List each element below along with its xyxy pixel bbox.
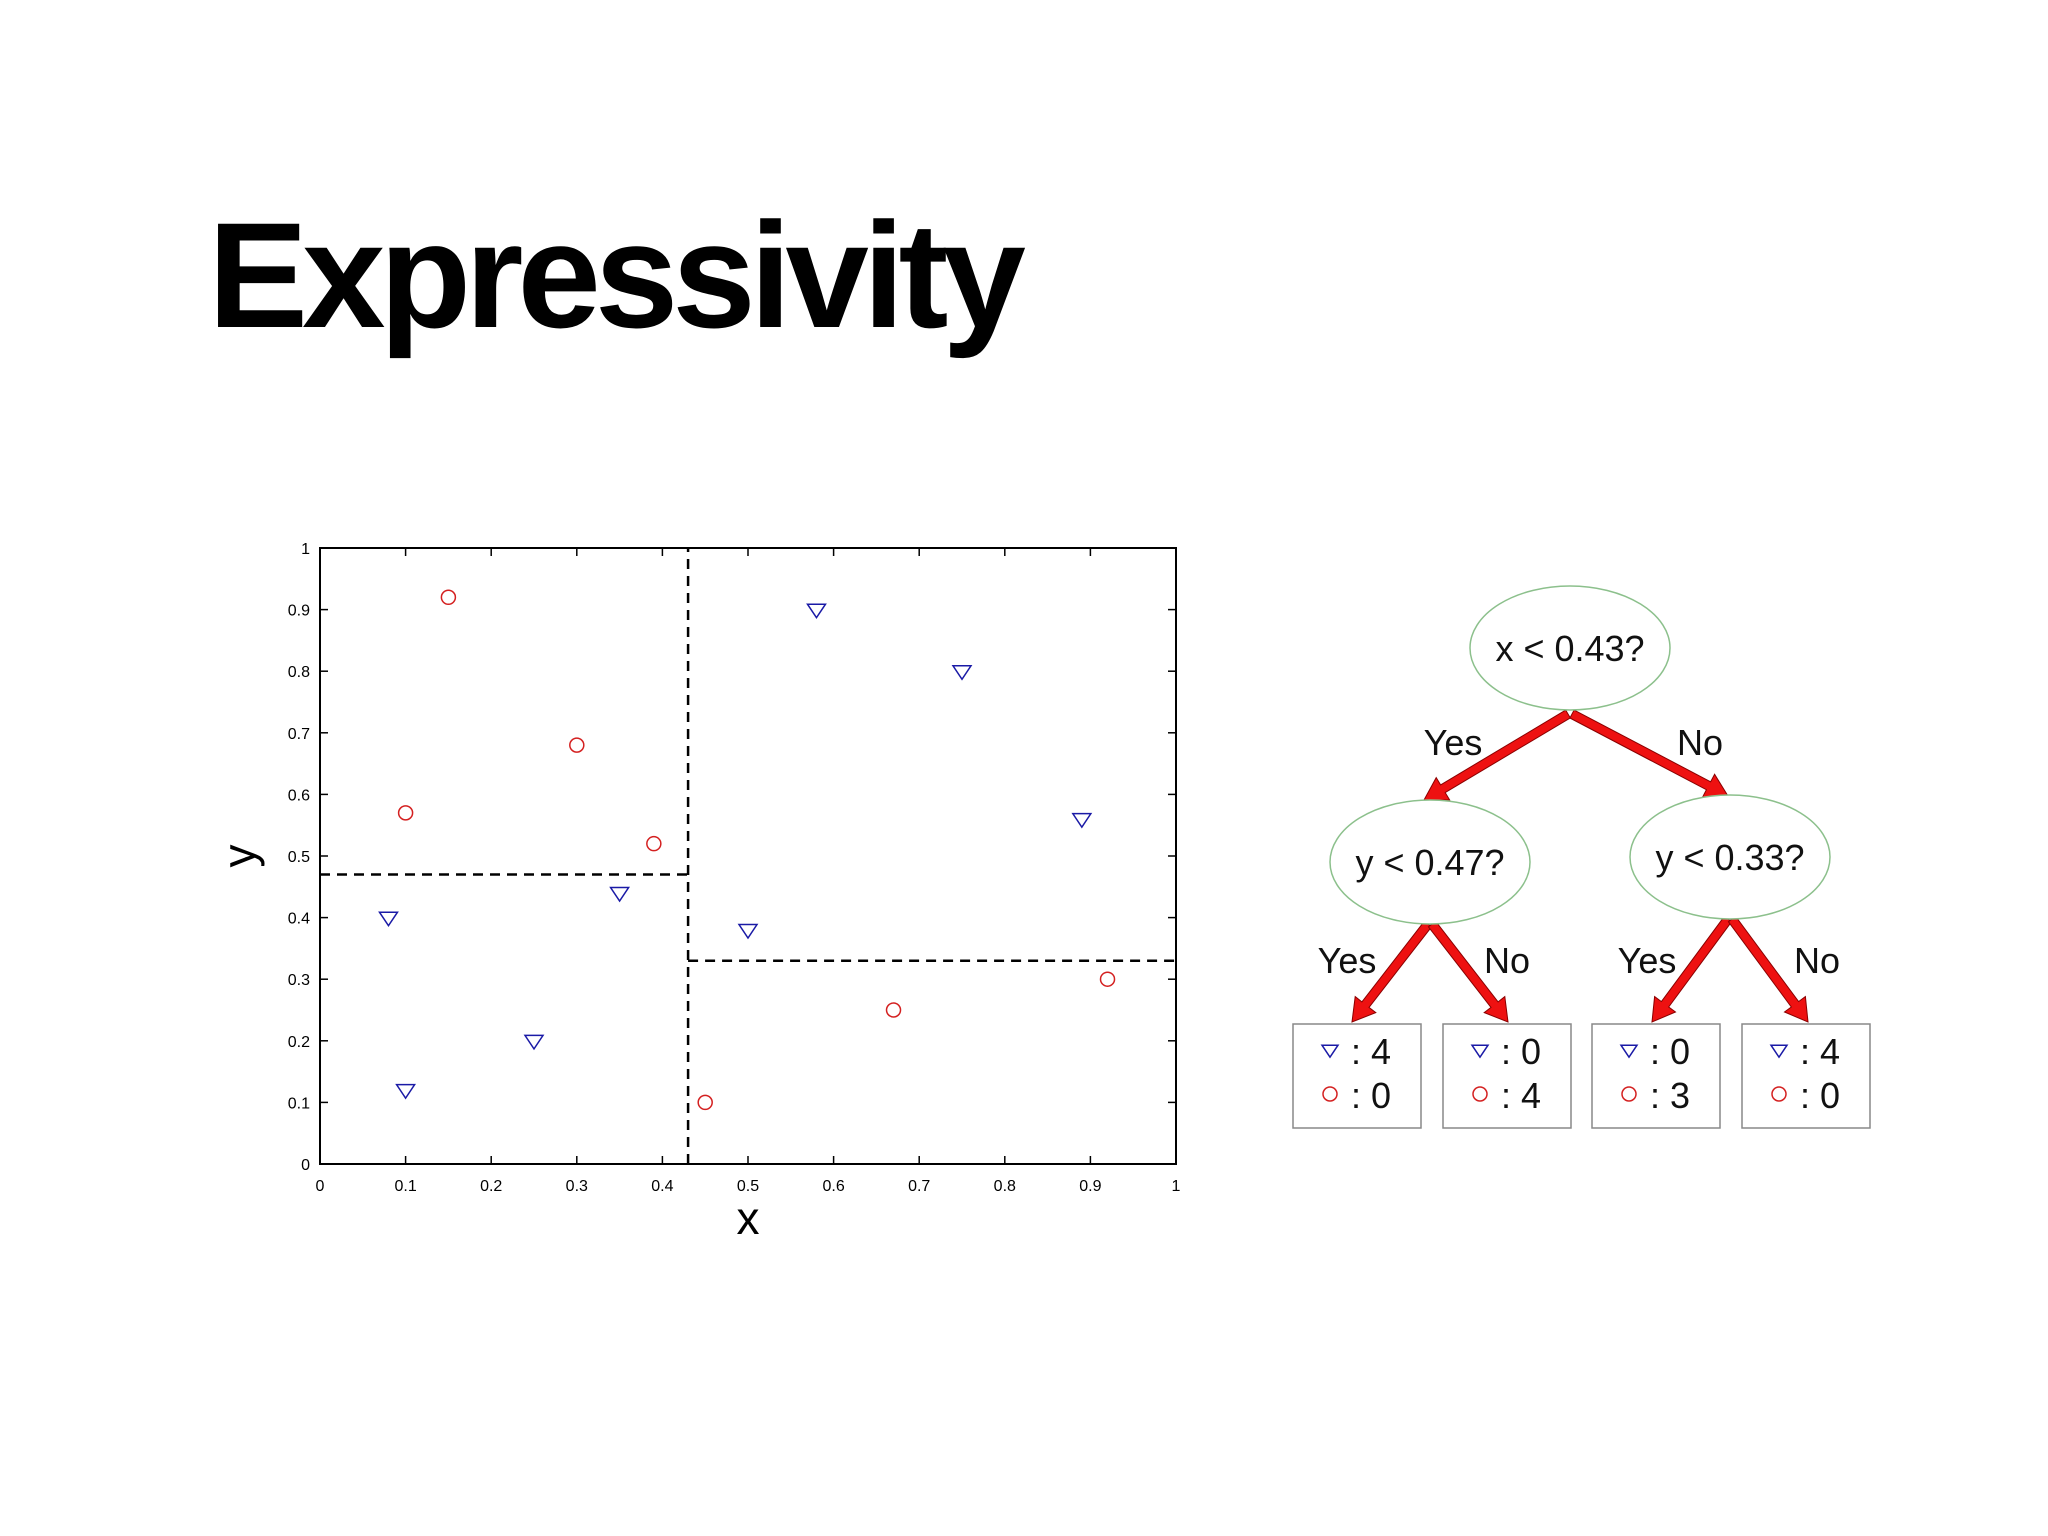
data-point-circle xyxy=(440,589,457,606)
data-point-circle xyxy=(569,737,585,753)
y-tick-label: 0.4 xyxy=(288,911,310,928)
data-point-circle xyxy=(697,1094,713,1111)
edge-label-left-no: No xyxy=(1484,940,1530,981)
leaf-frame xyxy=(1741,1023,1871,1129)
right-node: y < 0.33? xyxy=(1629,794,1831,920)
y-tick-label: 0.5 xyxy=(288,849,310,866)
y-tick-label: 0.9 xyxy=(288,603,310,620)
data-point-circle xyxy=(885,1002,902,1018)
x-tick-label: 0.6 xyxy=(822,1178,844,1195)
split-lines xyxy=(320,548,1176,1164)
edge-label-left-yes: Yes xyxy=(1318,940,1377,981)
left-node: y < 0.47? xyxy=(1329,799,1531,925)
data-point-triangle xyxy=(395,1083,417,1100)
data-point-triangle xyxy=(1071,812,1093,829)
leaf-box: : 0: 4 xyxy=(1442,1023,1572,1129)
y-tick-label: 0.8 xyxy=(288,664,310,681)
triangle-icon xyxy=(1470,1044,1490,1059)
edge-label-root-no: No xyxy=(1677,722,1723,763)
edge-right-yes xyxy=(1651,915,1733,1023)
edge-right-no xyxy=(1727,915,1809,1023)
leaf-triangle-count: : 4 xyxy=(1800,1031,1840,1072)
y-axis-label: y xyxy=(213,845,265,868)
x-tick-label: 1 xyxy=(1172,1178,1181,1195)
leaf-circle-count: : 4 xyxy=(1501,1075,1541,1116)
leaf-triangle-count: : 4 xyxy=(1351,1031,1391,1072)
edge-label-root-yes: Yes xyxy=(1424,722,1483,763)
tree-leaves: : 4: 0: 0: 4: 0: 3: 4: 0 xyxy=(1292,1023,1871,1129)
data-point-circle xyxy=(397,805,414,821)
y-tick-label: 0.3 xyxy=(288,972,310,989)
data-point-triangle xyxy=(737,923,759,940)
right-node-label: y < 0.33? xyxy=(1655,837,1804,878)
y-tick-label: 0.1 xyxy=(288,1095,310,1112)
edge-left-no xyxy=(1427,920,1509,1023)
data-point-triangle xyxy=(378,911,399,928)
left-node-label: y < 0.47? xyxy=(1355,842,1504,883)
x-tick-label: 0.7 xyxy=(908,1178,930,1195)
x-tick-label: 0.3 xyxy=(566,1178,588,1195)
leaf-triangle-count: : 0 xyxy=(1650,1031,1690,1072)
circle-icon xyxy=(1472,1086,1488,1102)
tree-edges xyxy=(1351,709,1809,1023)
circle-icon xyxy=(1771,1086,1787,1102)
y-tick-label: 1 xyxy=(301,541,310,558)
circle-icon xyxy=(1322,1086,1338,1102)
x-tick-label: 0.8 xyxy=(994,1178,1016,1195)
x-axis-label: x xyxy=(737,1192,760,1244)
leaf-box: : 4: 0 xyxy=(1292,1023,1422,1129)
circle-icon xyxy=(1621,1086,1637,1102)
leaf-frame xyxy=(1442,1023,1572,1129)
root-node: x < 0.43? xyxy=(1469,585,1671,711)
edge-left-yes xyxy=(1351,920,1433,1023)
data-point-circle xyxy=(1099,971,1116,987)
leaf-box: : 0: 3 xyxy=(1591,1023,1721,1129)
y-axis-ticks: 0 0.1 0.2 0.3 0.4 0.5 0.6 0.7 0.8 0.9 1 xyxy=(288,541,1176,1174)
x-tick-label: 0 xyxy=(316,1178,325,1195)
slide-title: Expressivity xyxy=(208,191,1026,359)
data-point-triangle xyxy=(523,1034,545,1051)
edge-root-no xyxy=(1569,709,1729,798)
root-node-label: x < 0.43? xyxy=(1495,628,1644,669)
triangle-icon xyxy=(1769,1044,1789,1059)
data-point-triangle xyxy=(806,603,827,620)
data-point-triangle xyxy=(609,886,631,903)
x-axis-ticks: 0 0.1 0.2 0.3 0.4 0.5 0.6 0.7 0.8 0.9 1 xyxy=(316,548,1181,1195)
x-tick-label: 0.1 xyxy=(394,1178,416,1195)
edge-label-right-no: No xyxy=(1794,940,1840,981)
y-tick-label: 0.7 xyxy=(288,726,310,743)
leaf-frame xyxy=(1591,1023,1721,1129)
plot-marks xyxy=(378,589,1116,1111)
x-tick-label: 0.4 xyxy=(651,1178,673,1195)
triangle-icon xyxy=(1619,1044,1639,1059)
y-tick-label: 0.2 xyxy=(288,1034,310,1051)
x-tick-label: 0.2 xyxy=(480,1178,502,1195)
data-point-triangle xyxy=(951,665,973,681)
leaf-circle-count: : 0 xyxy=(1351,1075,1391,1116)
leaf-frame xyxy=(1292,1023,1422,1129)
data-point-circle xyxy=(646,835,662,852)
y-tick-label: 0.6 xyxy=(288,787,310,804)
y-tick-label: 0 xyxy=(301,1157,310,1174)
edge-label-right-yes: Yes xyxy=(1618,940,1677,981)
x-tick-label: 0.9 xyxy=(1079,1178,1101,1195)
leaf-box: : 4: 0 xyxy=(1741,1023,1871,1129)
x-tick-label: 0.5 xyxy=(737,1178,759,1195)
triangle-icon xyxy=(1320,1044,1340,1059)
leaf-circle-count: : 3 xyxy=(1650,1075,1690,1116)
leaf-triangle-count: : 0 xyxy=(1501,1031,1541,1072)
leaf-circle-count: : 0 xyxy=(1800,1075,1840,1116)
